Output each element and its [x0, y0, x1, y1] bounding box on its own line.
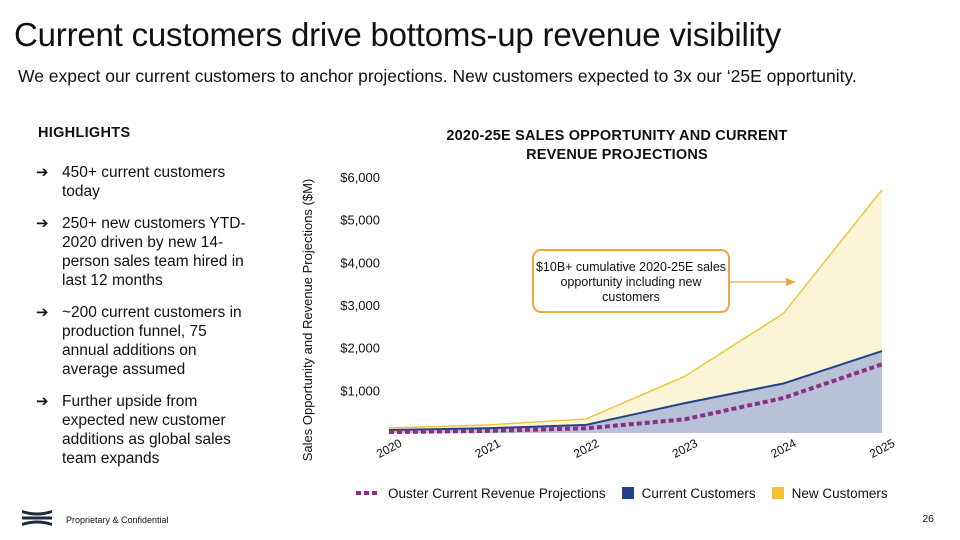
revenue-projection-line [388, 362, 883, 435]
slide-title: Current customers drive bottoms-up reven… [14, 16, 782, 53]
arrow-icon: ➔ [36, 164, 49, 181]
arrow-icon: ➔ [36, 393, 49, 410]
legend-dash-swatch [356, 491, 378, 495]
current-customers-area [389, 351, 882, 433]
chart-title: 2020-25E SALES OPPORTUNITY AND CURRENT R… [412, 127, 822, 165]
new-customers-area [389, 189, 882, 433]
highlight-text: 250+ new customers YTD-2020 driven by ne… [62, 215, 246, 289]
highlight-text: ~200 current customers in production fun… [62, 304, 242, 378]
y-tick-label: $6,000 [340, 170, 380, 185]
x-tick-label: 2025 [867, 436, 897, 461]
highlights-list: ➔ 450+ current customers today ➔ 250+ ne… [36, 163, 246, 481]
legend-item-current-customers: Current Customers [621, 485, 756, 501]
chart-legend: Ouster Current Revenue Projections Curre… [356, 485, 904, 501]
page-number: 26 [922, 513, 934, 525]
highlight-item: ➔ 450+ current customers today [36, 163, 246, 201]
legend-item-new-customers: New Customers [771, 485, 888, 501]
legend-label: Current Customers [641, 485, 756, 501]
legend-item-revenue-projections: Ouster Current Revenue Projections [356, 486, 606, 501]
company-logo-icon [22, 510, 52, 526]
callout-arrow-head-icon [786, 278, 796, 286]
highlight-item: ➔ Further upside from expected new custo… [36, 392, 246, 468]
legend-label: New Customers [791, 485, 888, 501]
new-customers-line [388, 189, 883, 429]
callout-box: $10B+ cumulative 2020-25E sales opportun… [532, 249, 730, 313]
x-tick-label: 2023 [670, 436, 700, 461]
slide-subtitle: We expect our current customers to ancho… [18, 66, 857, 86]
current-customers-line [388, 350, 883, 431]
highlight-text: Further upside from expected new custome… [62, 393, 231, 467]
legend-swatch [771, 487, 784, 499]
x-tick-label: 2021 [473, 436, 503, 461]
confidential-notice: Proprietary & Confidential [66, 515, 169, 525]
x-tick-label: 2024 [768, 436, 798, 461]
highlight-item: ➔ ~200 current customers in production f… [36, 303, 246, 379]
y-axis-label: Sales Opportunity and Revenue Projection… [300, 179, 315, 462]
x-tick-label: 2022 [571, 436, 601, 461]
legend-label: Ouster Current Revenue Projections [388, 485, 606, 501]
y-tick-label: $1,000 [340, 383, 380, 398]
arrow-icon: ➔ [36, 304, 49, 321]
chart-title-line-1: 2020-25E SALES OPPORTUNITY AND CURRENT [446, 128, 788, 144]
y-tick-label: $5,000 [340, 213, 380, 228]
legend-swatch [621, 487, 634, 499]
x-tick-label: 2020 [374, 436, 404, 461]
y-tick-label: $2,000 [340, 341, 380, 356]
arrow-icon: ➔ [36, 215, 49, 232]
highlight-text: 450+ current customers today [62, 164, 226, 200]
highlights-heading: HIGHLIGHTS [38, 125, 131, 141]
y-tick-label: $3,000 [340, 298, 380, 313]
chart-title-line-2: REVENUE PROJECTIONS [526, 147, 708, 163]
y-tick-label: $4,000 [340, 255, 380, 270]
highlight-item: ➔ 250+ new customers YTD-2020 driven by … [36, 214, 246, 290]
